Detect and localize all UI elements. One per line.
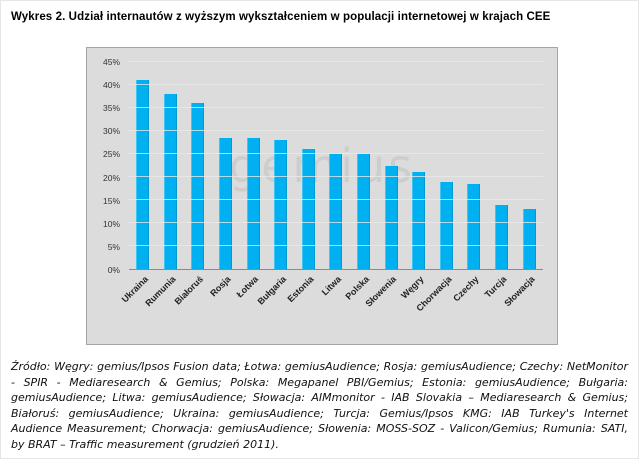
bar-column: Rosja [208, 62, 240, 298]
bar-column: Węgry [399, 62, 433, 301]
y-axis-label: 5% [107, 241, 120, 252]
bar-column: Słowenia [364, 62, 405, 309]
bar-column: Ukraina [119, 62, 157, 304]
y-axis-label: 15% [102, 195, 120, 206]
bar [191, 103, 205, 269]
bar-column: Bułgaria [255, 62, 295, 307]
gridline [129, 84, 543, 85]
bar-column: Chorwacja [414, 62, 461, 313]
x-axis-label: Bułgaria [255, 274, 288, 307]
gridline [129, 107, 543, 108]
y-axis-label: 0% [107, 265, 120, 275]
bar-column: Estonia [285, 62, 323, 304]
gridline [129, 176, 543, 177]
bar-column: Rumunia [143, 62, 185, 308]
bar [329, 154, 343, 269]
plot-area: Ukraina Rumunia Białoruś Rosja Łotwa Bułgaria… [119, 61, 543, 313]
bar [384, 165, 398, 269]
bar-column: Słowacja [502, 62, 543, 308]
gridline [129, 245, 543, 246]
x-axis-label: Estonia [285, 274, 316, 305]
bar-column: Turcja [483, 62, 516, 300]
bar-chart: gemius 0% 5% 10% 15% 20% 25% 30% 35% 40% 45% Ukra… [86, 47, 558, 345]
bar-column: Białoruś [173, 62, 212, 307]
y-axis-label: 35% [102, 103, 120, 114]
x-axis-label: Łotwa [234, 274, 261, 300]
bar [274, 140, 288, 269]
chart-title: Wykres 2. Udział internautów z wyższym w… [11, 11, 551, 23]
gridline [129, 222, 543, 223]
x-axis-label: Białoruś [172, 274, 206, 307]
x-axis-label: Węgry [399, 274, 426, 301]
gridline [129, 130, 543, 132]
x-axis-label: Litwa [319, 274, 344, 298]
bar [412, 172, 426, 269]
bar [219, 137, 233, 269]
y-axis-label: 20% [102, 172, 120, 183]
bar [163, 94, 177, 269]
source-text: Źródło: Węgry: gemius/Ipsos Fusion data;… [11, 360, 628, 452]
x-axis-label: Rosja [208, 274, 233, 299]
y-axis-label: 10% [102, 218, 120, 229]
gridline [129, 199, 543, 201]
bar-column: Polska [343, 62, 378, 302]
y-axis: 0% 5% 10% 15% 20% 25% 30% 35% 40% 45% [87, 57, 125, 275]
x-axis-label: Turcja [482, 274, 509, 300]
bar-columns: Ukraina Rumunia Białoruś Rosja Łotwa Bułgaria… [119, 62, 543, 313]
x-axis-label: Czechy [451, 274, 481, 304]
y-axis-label: 25% [102, 149, 120, 160]
bar-column: Czechy [452, 62, 488, 303]
bar [357, 154, 371, 269]
bar [495, 204, 509, 269]
gridline [129, 61, 543, 62]
y-axis-label: 45% [102, 57, 120, 67]
gridline [129, 153, 543, 154]
bar-column: Litwa [320, 62, 350, 297]
bar-column: Łotwa [235, 62, 267, 299]
y-axis-label: 30% [102, 126, 120, 137]
bar [301, 149, 315, 269]
y-axis-label: 40% [102, 80, 120, 91]
bar [522, 209, 536, 269]
bar [246, 137, 260, 269]
bar [467, 183, 481, 269]
bar [439, 181, 453, 269]
bar [136, 80, 150, 269]
